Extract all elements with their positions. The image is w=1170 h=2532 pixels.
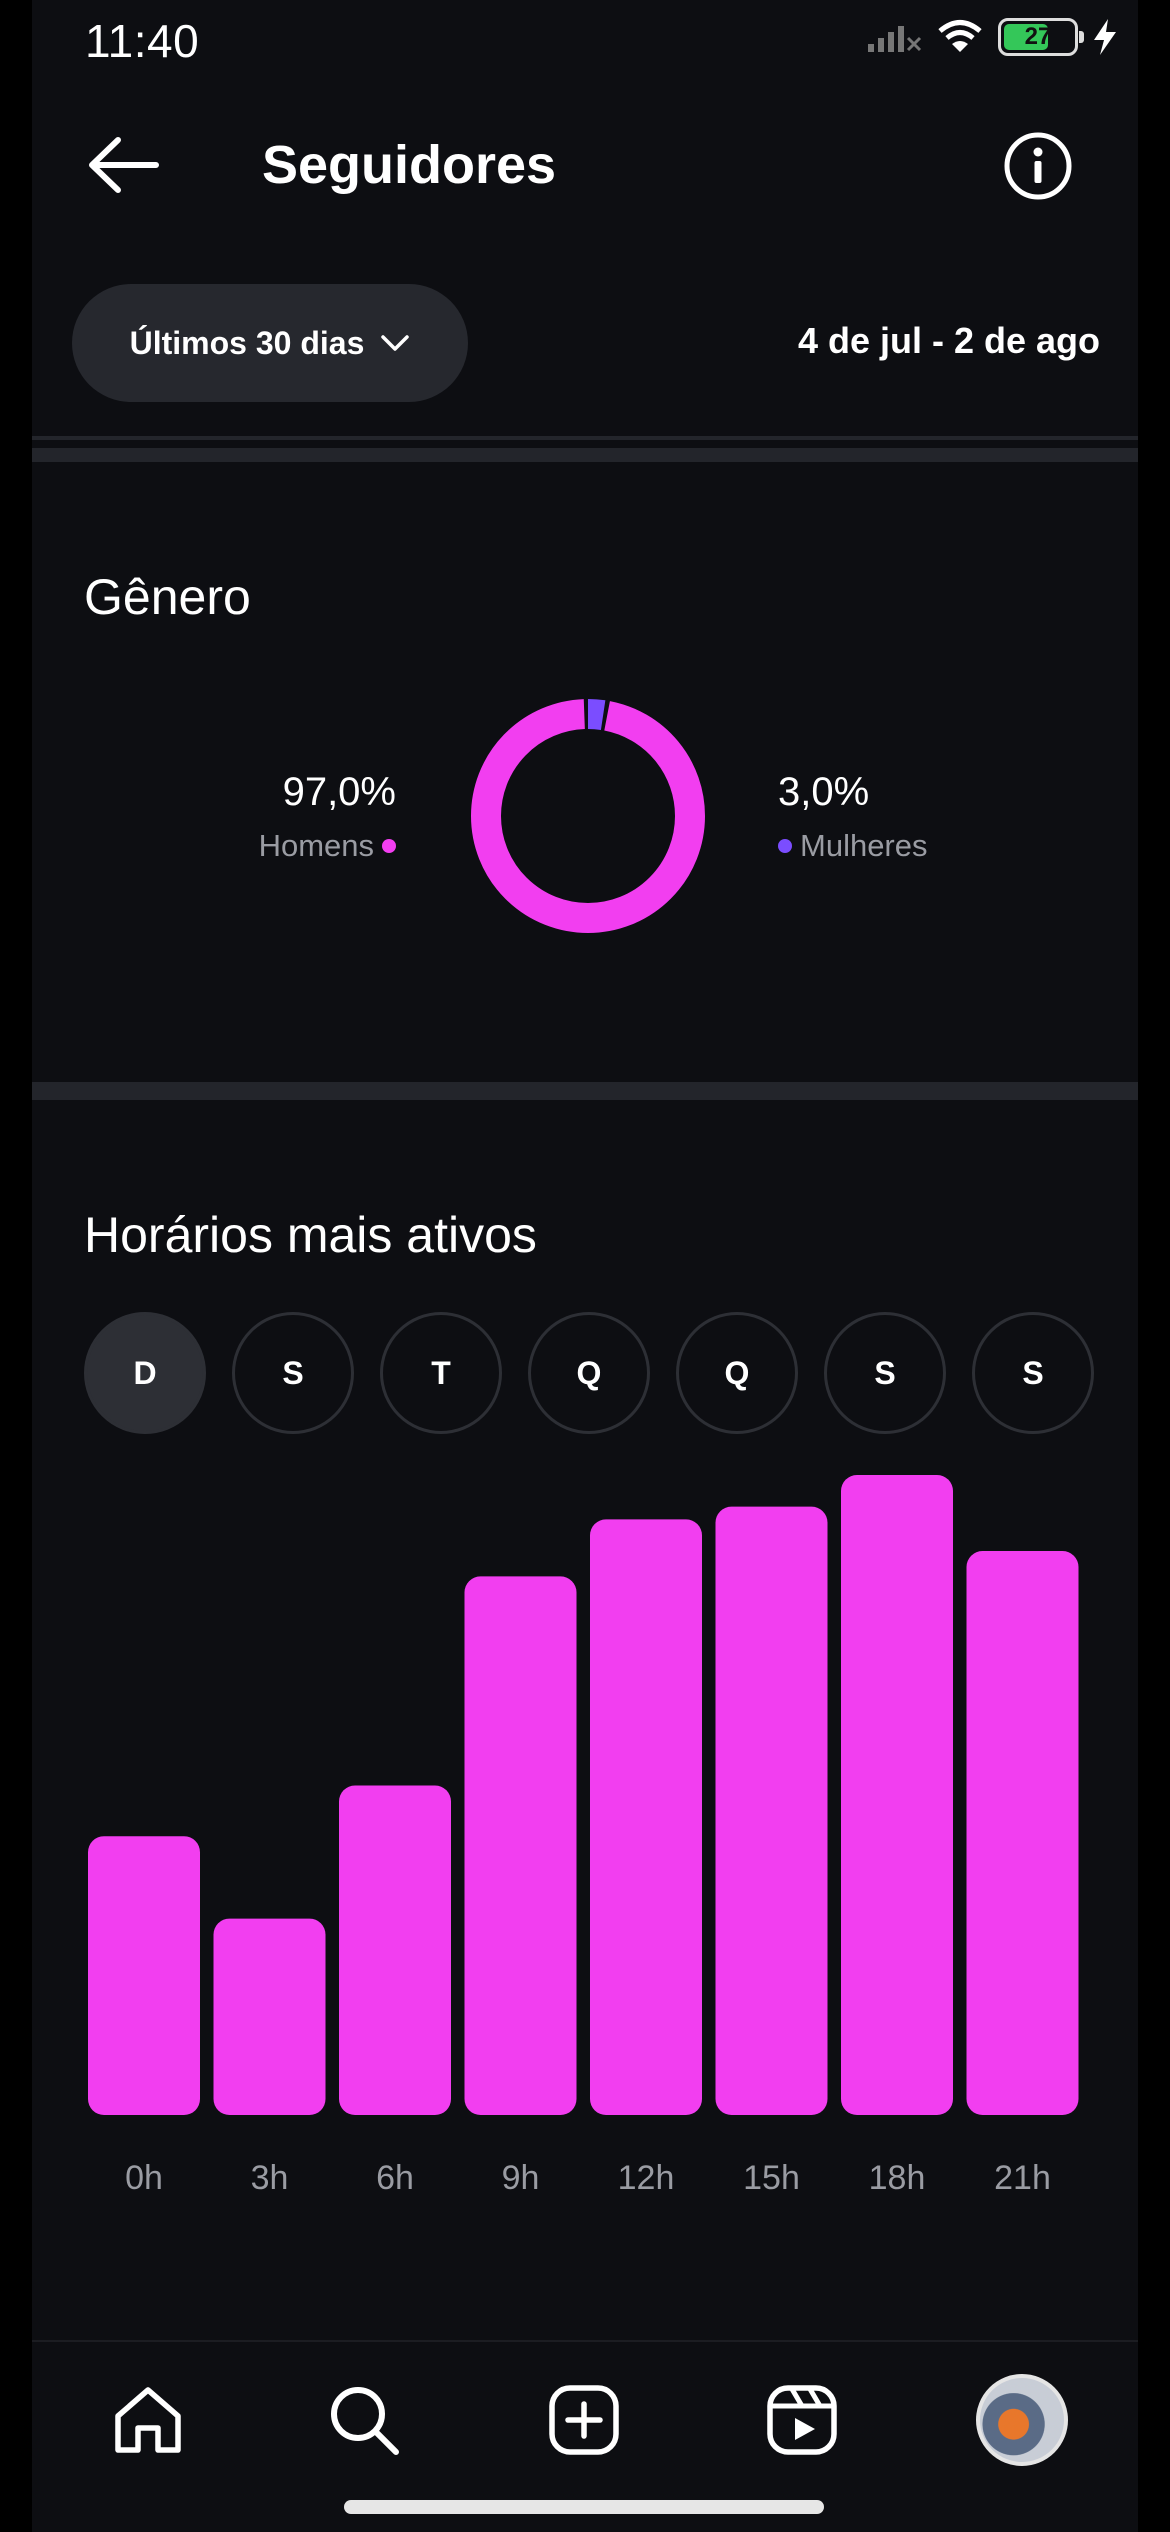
- battery-fill: [1004, 24, 1049, 50]
- header: Seguidores: [32, 110, 1138, 220]
- day-chip-monday[interactable]: S: [232, 1312, 354, 1434]
- status-bar: 11:40 27: [32, 0, 1138, 84]
- women-label: Mulheres: [800, 828, 928, 863]
- nav-profile[interactable]: [972, 2370, 1072, 2470]
- section-divider: [32, 448, 1138, 462]
- active-times-title: Horários mais ativos: [84, 1207, 537, 1263]
- day-chip-friday[interactable]: S: [824, 1312, 946, 1434]
- home-icon: [115, 2387, 181, 2453]
- nav-reels[interactable]: [760, 2378, 844, 2462]
- x-tick-label: 21h: [994, 2159, 1051, 2197]
- x-tick-label: 9h: [502, 2159, 540, 2197]
- nav-create[interactable]: [542, 2378, 626, 2462]
- donut-segment-women: [471, 699, 705, 933]
- x-tick-label: 6h: [376, 2159, 414, 2197]
- bar-9h[interactable]: [464, 1576, 577, 2115]
- cellular-signal-icon: [868, 26, 922, 52]
- section-divider: [32, 1082, 1138, 1100]
- day-chip-tuesday[interactable]: T: [380, 1312, 502, 1434]
- arrow-left-icon: [89, 137, 159, 193]
- bottom-navigation: [32, 2340, 1138, 2490]
- section-divider: [32, 436, 1138, 440]
- women-color-dot: [778, 839, 792, 853]
- men-legend: Homens: [259, 828, 396, 864]
- info-icon: [1004, 132, 1072, 200]
- nav-home[interactable]: [106, 2378, 190, 2462]
- bar-6h[interactable]: [339, 1785, 451, 2115]
- gender-donut-chart: [471, 699, 705, 933]
- x-tick-label: 18h: [869, 2159, 926, 2197]
- chevron-down-icon: [381, 335, 410, 351]
- men-color-dot: [382, 839, 396, 853]
- gender-section-title: Gênero: [84, 569, 251, 625]
- men-percentage: 97,0%: [282, 770, 396, 814]
- battery-icon: 27: [998, 18, 1084, 56]
- battery-level: 27: [1024, 23, 1052, 50]
- period-dropdown[interactable]: Últimos 30 dias: [72, 284, 468, 402]
- back-button[interactable]: [84, 130, 164, 200]
- bar-12h[interactable]: [590, 1519, 702, 2115]
- bar-0h[interactable]: [88, 1836, 200, 2115]
- status-time: 11:40: [85, 15, 200, 67]
- charging-bolt-icon: [1094, 19, 1116, 55]
- page-title: Seguidores: [262, 135, 557, 195]
- x-tick-label: 12h: [618, 2159, 675, 2197]
- day-chip-sunday[interactable]: D: [84, 1312, 206, 1434]
- reels-icon: [767, 2385, 837, 2455]
- home-indicator[interactable]: [344, 2500, 824, 2514]
- bar-21h[interactable]: [966, 1551, 1079, 2115]
- status-icons: 27: [866, 18, 1118, 56]
- period-label: Últimos 30 dias: [129, 324, 365, 361]
- women-percentage: 3,0%: [778, 770, 870, 814]
- x-tick-label: 3h: [251, 2159, 289, 2197]
- profile-avatar: [976, 2374, 1068, 2466]
- men-label: Homens: [258, 828, 374, 863]
- search-icon: [331, 2387, 399, 2455]
- wifi-icon: [938, 20, 982, 52]
- day-chip-wednesday[interactable]: Q: [528, 1312, 650, 1434]
- x-tick-label: 15h: [743, 2159, 800, 2197]
- day-chip-saturday[interactable]: S: [972, 1312, 1094, 1434]
- day-chip-thursday[interactable]: Q: [676, 1312, 798, 1434]
- screen-edge-left: [0, 0, 32, 2532]
- create-post-icon: [549, 2385, 619, 2455]
- donut-segment-men: [471, 699, 705, 933]
- nav-search[interactable]: [322, 2378, 406, 2462]
- day-selector: D S T Q Q S S: [84, 1312, 1094, 1434]
- date-range: 4 de jul - 2 de ago: [797, 320, 1100, 361]
- x-tick-label: 0h: [125, 2159, 163, 2197]
- screen-edge-right: [1138, 0, 1170, 2532]
- bar-18h[interactable]: [841, 1475, 953, 2115]
- active-times-bar-chart: 0h 3h 6h 9h 12h 15h 18h 21h: [88, 1475, 1079, 2197]
- info-button[interactable]: [1002, 130, 1074, 202]
- bar-3h[interactable]: [213, 1918, 326, 2115]
- women-legend: Mulheres: [778, 828, 928, 864]
- bar-15h[interactable]: [715, 1506, 828, 2115]
- followers-insights-page: 11:40 27: [32, 0, 1138, 2532]
